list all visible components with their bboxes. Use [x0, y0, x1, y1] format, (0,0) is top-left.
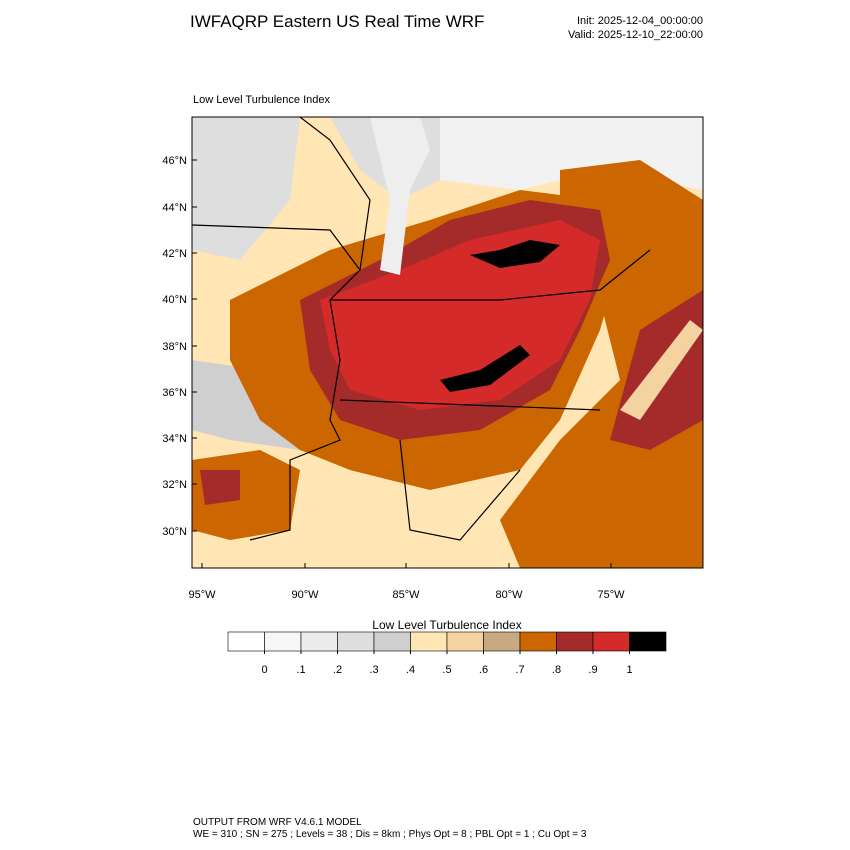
colorbar-box: [592, 631, 630, 652]
axes: 46°N 44°N 42°N 40°N 38°N 36°N 34°N 32°N 30°N 95°W…: [162, 155, 625, 601]
colorbar-label: 1: [626, 664, 632, 676]
colorbar-label: .8: [552, 664, 561, 676]
footer-line: WE = 310 ; SN = 275 ; Levels = 38 ; Dis …: [193, 829, 587, 840]
colorbar-box: [519, 631, 557, 652]
lat-label: 46°N: [162, 155, 187, 167]
colorbar-box: [300, 631, 338, 652]
colorbar-label: 0: [261, 664, 267, 676]
colorbar-box: [446, 631, 484, 652]
colorbar-label: .1: [296, 664, 305, 676]
lat-label: 30°N: [162, 526, 187, 538]
valid-time: Valid: 2025-12-10_22:00:00: [568, 29, 703, 41]
map-frame: [191, 116, 704, 569]
colorbar-box: [629, 631, 667, 652]
lon-label: 75°W: [597, 589, 625, 601]
colorbar-box: [264, 631, 302, 652]
colorbar-box: [337, 631, 375, 652]
colorbar-label: .3: [369, 664, 378, 676]
colorbar-title: Low Level Turbulence Index: [372, 618, 521, 632]
colorbar-label: .2: [333, 664, 342, 676]
colorbar: 0 .1 .2 .3 .4 .5 .6 .7 .8 .9 1: [227, 631, 667, 676]
colorbar-box: [556, 631, 594, 652]
lon-label: 85°W: [392, 589, 420, 601]
lat-label: 42°N: [162, 248, 187, 260]
title: IWFAQRP Eastern US Real Time WRF: [190, 12, 484, 31]
colorbar-box: [483, 631, 521, 652]
colorbar-box: [410, 631, 448, 652]
lat-label: 40°N: [162, 294, 187, 306]
lat-label: 44°N: [162, 202, 187, 214]
colorbar-label: .6: [479, 664, 488, 676]
colorbar-label: .9: [588, 664, 597, 676]
colorbar-label: .5: [442, 664, 451, 676]
lat-label: 32°N: [162, 479, 187, 491]
colorbar-label: .7: [515, 664, 524, 676]
colorbar-box: [373, 631, 411, 652]
map-field: [192, 117, 703, 568]
colorbar-box: [227, 631, 265, 652]
lat-label: 36°N: [162, 387, 187, 399]
colorbar-label: .4: [406, 664, 415, 676]
init-time: Init: 2025-12-04_00:00:00: [577, 15, 703, 27]
lon-label: 90°W: [291, 589, 319, 601]
footer-line: OUTPUT FROM WRF V4.6.1 MODEL: [193, 817, 362, 828]
lat-label: 34°N: [162, 433, 187, 445]
lon-label: 95°W: [188, 589, 216, 601]
lat-label: 38°N: [162, 341, 187, 353]
map-title: Low Level Turbulence Index: [193, 94, 330, 106]
lon-label: 80°W: [495, 589, 523, 601]
